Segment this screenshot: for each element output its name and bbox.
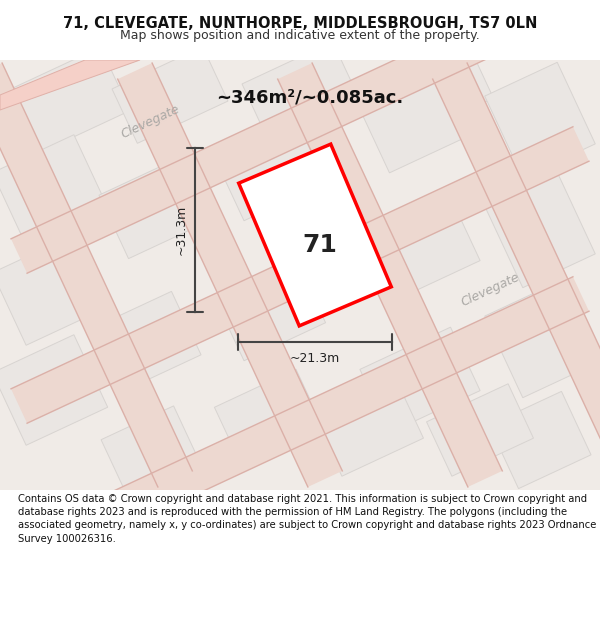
Polygon shape xyxy=(360,327,480,433)
Polygon shape xyxy=(317,384,424,476)
Text: Map shows position and indicative extent of the property.: Map shows position and indicative extent… xyxy=(120,29,480,42)
Text: ~346m²/~0.085ac.: ~346m²/~0.085ac. xyxy=(217,88,404,106)
Polygon shape xyxy=(0,60,140,110)
Text: Clevegate: Clevegate xyxy=(458,271,521,309)
Polygon shape xyxy=(11,277,589,573)
Polygon shape xyxy=(242,42,358,138)
Polygon shape xyxy=(0,135,107,245)
Polygon shape xyxy=(99,161,201,259)
Polygon shape xyxy=(10,47,130,153)
Text: ~21.3m: ~21.3m xyxy=(290,351,340,364)
Polygon shape xyxy=(11,127,589,423)
Polygon shape xyxy=(99,291,201,389)
Polygon shape xyxy=(214,119,326,221)
Polygon shape xyxy=(112,47,228,143)
Polygon shape xyxy=(485,282,595,398)
Polygon shape xyxy=(0,335,107,445)
Polygon shape xyxy=(485,62,595,178)
Polygon shape xyxy=(118,63,343,487)
Polygon shape xyxy=(360,67,480,173)
Text: Contains OS data © Crown copyright and database right 2021. This information is : Contains OS data © Crown copyright and d… xyxy=(18,494,596,544)
Polygon shape xyxy=(386,44,493,136)
Polygon shape xyxy=(101,406,199,494)
Polygon shape xyxy=(214,369,326,471)
Polygon shape xyxy=(433,63,600,487)
Polygon shape xyxy=(11,0,589,273)
Polygon shape xyxy=(360,197,480,303)
Text: Clevegate: Clevegate xyxy=(119,102,181,141)
Polygon shape xyxy=(485,173,595,288)
Polygon shape xyxy=(427,384,533,476)
Polygon shape xyxy=(278,63,502,487)
Polygon shape xyxy=(0,63,193,487)
Polygon shape xyxy=(214,259,326,361)
Text: 71: 71 xyxy=(302,233,337,257)
Polygon shape xyxy=(489,391,591,489)
Text: ~31.3m: ~31.3m xyxy=(175,205,187,255)
Polygon shape xyxy=(239,144,391,326)
Polygon shape xyxy=(0,235,107,345)
Text: 71, CLEVEGATE, NUNTHORPE, MIDDLESBROUGH, TS7 0LN: 71, CLEVEGATE, NUNTHORPE, MIDDLESBROUGH,… xyxy=(63,16,537,31)
Text: Clevegate: Clevegate xyxy=(299,222,361,261)
